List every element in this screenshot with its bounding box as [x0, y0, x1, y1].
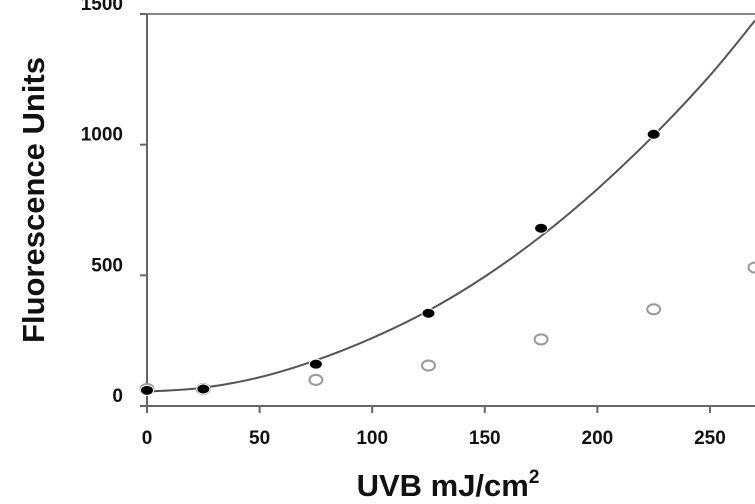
- data-point-open: [533, 333, 549, 346]
- data-point-filled: [308, 358, 323, 370]
- y-axis-title: Fluorescence Units: [16, 57, 51, 343]
- x-axis-title-superscript: 2: [529, 467, 540, 488]
- x-tick-label: 50: [249, 428, 270, 449]
- fit-curve: [146, 19, 755, 393]
- data-point-filled: [196, 383, 211, 395]
- y-axis-ticks: 0 500 1000 1500: [81, 0, 147, 407]
- x-axis-title-main: UVB mJ/cm: [357, 468, 529, 503]
- y-tick-label: 1500: [81, 0, 123, 15]
- y-tick-label: 0: [112, 386, 123, 407]
- data-point-filled: [534, 222, 549, 234]
- x-tick-label: 0: [142, 428, 153, 449]
- y-tick-label: 500: [91, 255, 123, 276]
- fit-curve-layer: [146, 19, 755, 393]
- plot-frame: [146, 13, 755, 407]
- x-axis-ticks: 0 50 100 150 200 250: [142, 406, 726, 449]
- data-points-layer: [139, 128, 755, 396]
- x-tick-label: 100: [356, 428, 388, 449]
- x-tick-label: 150: [469, 428, 501, 449]
- x-axis-title: UVB mJ/cm2: [357, 467, 540, 503]
- data-point-open: [308, 373, 324, 386]
- data-point-open: [646, 303, 662, 316]
- data-point-open: [747, 261, 755, 274]
- data-point-filled: [646, 128, 661, 140]
- y-tick-label: 1000: [81, 125, 123, 146]
- x-tick-label: 200: [582, 428, 614, 449]
- data-point-filled: [421, 307, 436, 319]
- data-point-open: [420, 359, 436, 372]
- x-tick-label: 250: [694, 428, 726, 449]
- data-point-filled: [140, 384, 154, 396]
